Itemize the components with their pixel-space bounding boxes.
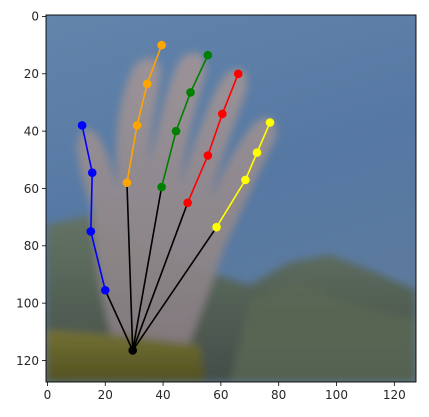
wrist-link-pinky — [132, 226, 218, 351]
y-tick-label: 80 — [24, 239, 39, 253]
index-keypoint-1 — [122, 178, 132, 188]
y-tick-label: 60 — [24, 182, 39, 196]
wrist-link-thumb — [104, 289, 134, 351]
index-line — [126, 44, 163, 183]
x-axis: 0 20 40 60 80 100 120 — [44, 382, 406, 402]
index-keypoint-3 — [142, 79, 152, 89]
y-tick-label: 40 — [24, 124, 39, 138]
y-tick-label: 0 — [31, 10, 39, 24]
pinky-keypoint-4 — [265, 118, 275, 127]
y-tick-label: 20 — [24, 67, 39, 81]
x-tick-label: 80 — [271, 388, 286, 402]
x-tick-label: 40 — [155, 388, 170, 402]
ring-keypoint-1 — [183, 198, 192, 208]
pinky-keypoint-3 — [252, 148, 262, 157]
pinky-keypoint-1 — [212, 222, 221, 232]
x-tick-label: 120 — [383, 388, 406, 402]
thumb-line — [81, 125, 107, 291]
wrist-link-ring — [131, 202, 189, 351]
pinky-keypoint-2 — [241, 175, 250, 185]
y-tick-label: 100 — [16, 296, 39, 310]
ring-keypoint-2 — [203, 151, 213, 160]
hand-photo — [46, 15, 416, 382]
thumb-keypoint-1 — [100, 285, 110, 295]
axes-frame — [45, 14, 417, 383]
wrist-keypoint — [128, 346, 138, 355]
wrist-link-index — [126, 182, 134, 351]
middle-keypoint-3 — [186, 88, 195, 97]
middle-line — [160, 54, 209, 188]
index-keypoint-4 — [157, 40, 166, 50]
x-tick-label: 20 — [98, 388, 113, 402]
y-tick-label: 120 — [16, 354, 39, 368]
ring-keypoint-3 — [218, 109, 227, 119]
x-tick-label: 60 — [213, 388, 228, 402]
ring-line — [186, 73, 239, 204]
thumb-keypoint-3 — [87, 168, 97, 177]
middle-keypoint-4 — [203, 50, 213, 60]
index-keypoint-2 — [132, 121, 142, 130]
ring-keypoint-4 — [233, 69, 243, 79]
wrist-link-middle — [131, 186, 163, 351]
middle-keypoint-2 — [171, 126, 181, 136]
y-axis: 0 20 40 60 80 100 120 — [16, 10, 46, 368]
x-tick-label: 0 — [44, 388, 52, 402]
x-tick-label: 100 — [325, 388, 348, 402]
middle-keypoint-1 — [157, 182, 166, 192]
keypoint-overlay — [77, 40, 275, 355]
thumb-keypoint-4 — [77, 121, 87, 130]
thumb-keypoint-2 — [86, 227, 96, 236]
pinky-line — [215, 122, 271, 228]
